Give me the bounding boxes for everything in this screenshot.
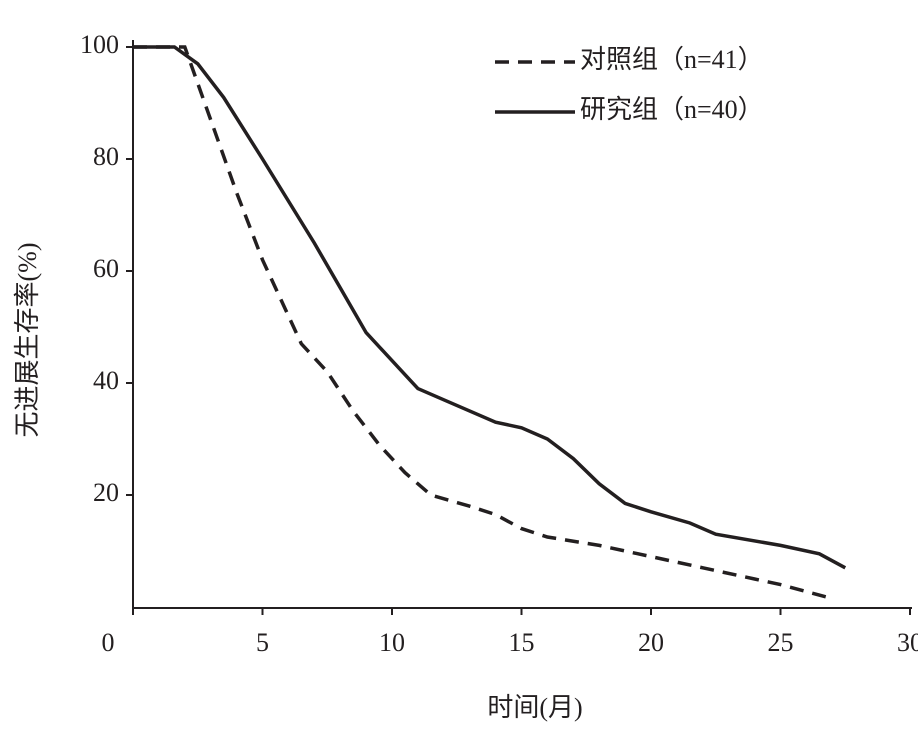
x-axis-title: 时间(月)	[487, 693, 582, 722]
x-tick-label: 15	[509, 628, 535, 657]
series-line	[133, 45, 833, 601]
x-tick-label: 5	[256, 628, 269, 657]
y-tick-label: 100	[80, 30, 119, 59]
y-tick-label: 60	[93, 254, 119, 283]
y-tick-label: 80	[93, 142, 119, 171]
x-tick-label: 10	[379, 628, 405, 657]
y-tick-label: 20	[93, 478, 119, 507]
x-tick-label: 20	[638, 628, 664, 657]
x-tick-label: 0	[102, 628, 115, 657]
y-axis-title: 无进展生存率(%)	[13, 243, 42, 438]
series-line	[133, 45, 847, 570]
legend-label: 研究组（n=40）	[580, 95, 764, 124]
legend-label: 对照组（n=41）	[580, 45, 764, 74]
y-tick-label: 40	[93, 366, 119, 395]
x-tick-label: 25	[768, 628, 794, 657]
x-tick-label: 30	[897, 628, 918, 657]
